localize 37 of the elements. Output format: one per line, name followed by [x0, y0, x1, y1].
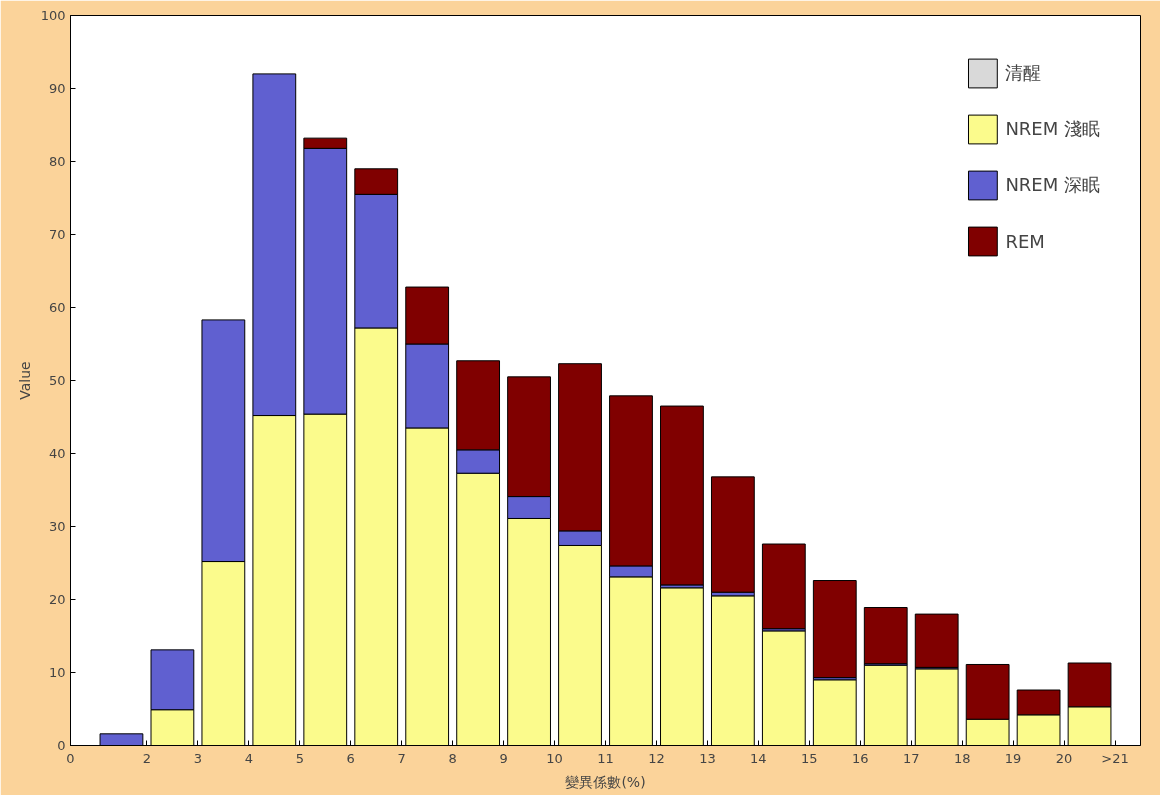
y-tick-label: 60 [48, 300, 66, 315]
x-tick-label: 11 [597, 750, 614, 766]
x-tick-label: 17 [902, 750, 920, 766]
x-tick-label: 20 [1055, 750, 1073, 766]
y-tick-label: 90 [48, 81, 66, 96]
x-axis-title: 變異係數(%) [565, 773, 646, 790]
x-tick-label: 13 [699, 750, 716, 766]
y-tick-label: 80 [48, 154, 66, 169]
x-tick-label: >21 [1101, 750, 1129, 766]
x-tick-label: 7 [397, 750, 406, 766]
x-tick-label: 2 [142, 750, 152, 766]
x-tick-label: 14 [750, 750, 767, 766]
x-tick-label: 3 [193, 750, 203, 766]
x-tick-label: 4 [244, 750, 253, 766]
y-tick-label: 0 [57, 738, 66, 753]
x-tick-label: 6 [346, 750, 355, 766]
x-tick-label: 15 [801, 750, 818, 766]
legend-label: REM [1005, 230, 1045, 252]
y-axis-title: Value [16, 361, 33, 400]
y-tick-label: 100 [40, 8, 66, 23]
x-tick-label: 16 [851, 750, 869, 766]
legend-label: NREM 深眠 [1005, 173, 1100, 197]
x-tick-label: 18 [953, 750, 971, 766]
y-tick-label: 20 [48, 592, 66, 607]
x-tick-label: 19 [1004, 750, 1022, 766]
y-tick-label: 50 [48, 373, 66, 388]
x-tick-label: 10 [546, 750, 563, 766]
y-tick-label: 30 [48, 519, 66, 534]
x-tick-label: 8 [448, 750, 457, 766]
legend-label: 清醒 [1005, 61, 1042, 85]
x-tick-label: 9 [499, 750, 508, 766]
legend-label: NREM 淺眠 [1005, 117, 1100, 141]
x-tick-label: 5 [295, 750, 304, 766]
y-tick-label: 40 [48, 446, 66, 461]
x-tick-label: 12 [648, 750, 665, 766]
y-tick-label: 70 [48, 227, 66, 242]
y-tick-label: 10 [48, 665, 66, 680]
